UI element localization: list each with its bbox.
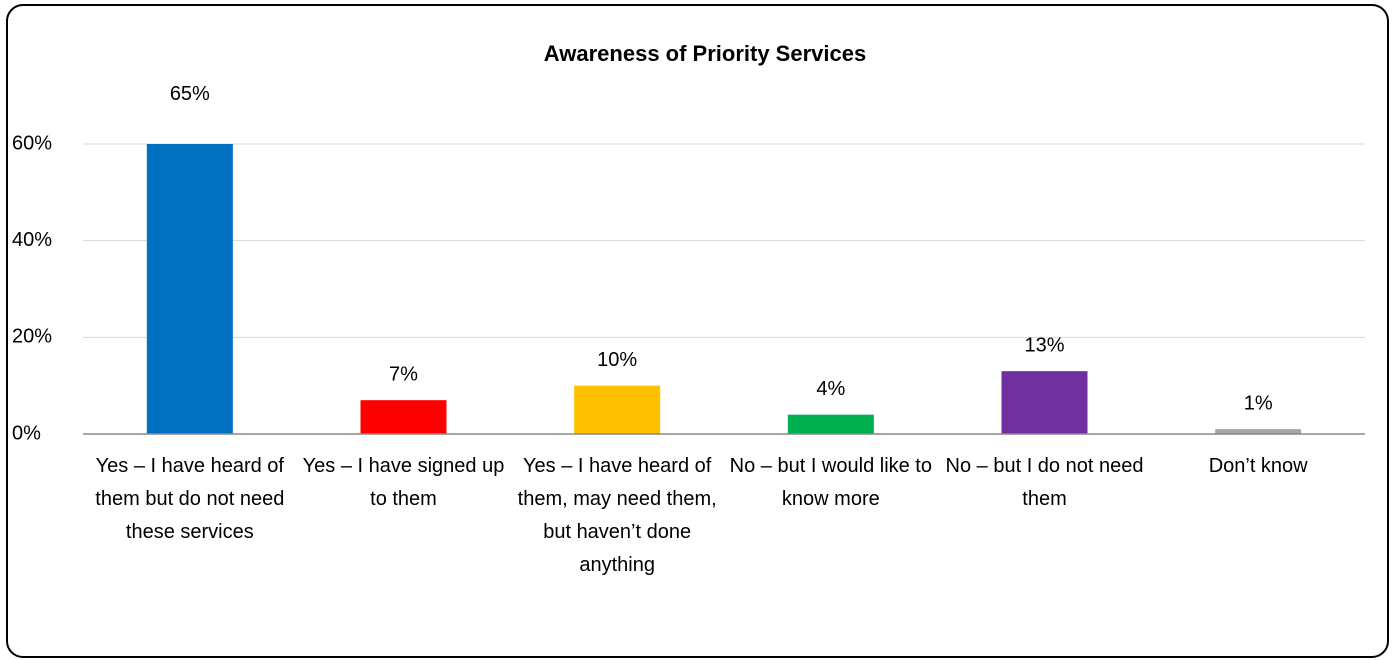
bar: [360, 400, 447, 434]
label-line: Don’t know: [1209, 455, 1308, 477]
value-label: 65%: [170, 83, 210, 105]
value-label: 10%: [597, 349, 637, 371]
label-line: know more: [782, 488, 880, 510]
label-line: these services: [126, 521, 254, 543]
label-line: but haven’t done: [543, 521, 691, 543]
bar: [1215, 429, 1302, 434]
bar: [787, 414, 874, 434]
y-tick-label: 20%: [12, 326, 52, 348]
value-label: 1%: [1244, 392, 1273, 414]
label-line: to them: [370, 488, 437, 510]
y-tick-label: 40%: [12, 229, 52, 251]
value-label: 13%: [1024, 334, 1064, 356]
label-line: No – but I do not need: [946, 455, 1144, 477]
chart-frame: [6, 4, 1389, 658]
x-tick-label: Yes – I have heard of them, may need them…: [518, 455, 717, 576]
chart-title: Awareness of Priority Services: [544, 41, 866, 66]
x-tick-label: No – but I do not need them: [946, 455, 1144, 510]
label-line: them but do not need: [95, 488, 284, 510]
x-tick-label: Yes – I have heard of them but do not nee…: [95, 455, 284, 543]
label-line: anything: [579, 554, 655, 576]
y-tick-label: 60%: [12, 132, 52, 154]
bar: [574, 385, 661, 434]
plot-area: [146, 144, 1302, 434]
x-tick-label: Don’t know: [1209, 455, 1308, 477]
bar: [1001, 371, 1088, 434]
x-tick-label: Yes – I have signed up to them: [303, 455, 505, 510]
label-line: Yes – I have signed up: [303, 455, 505, 477]
label-line: Yes – I have heard of: [523, 455, 712, 477]
x-tick-label: No – but I would like to know more: [730, 455, 932, 510]
y-tick-label: 0%: [12, 422, 41, 444]
label-line: them: [1022, 488, 1066, 510]
label-line: them, may need them,: [518, 488, 717, 510]
value-label: 4%: [816, 378, 845, 400]
bar: [146, 144, 233, 434]
label-line: No – but I would like to: [730, 455, 932, 477]
label-line: Yes – I have heard of: [96, 455, 285, 477]
value-label: 7%: [389, 363, 418, 385]
